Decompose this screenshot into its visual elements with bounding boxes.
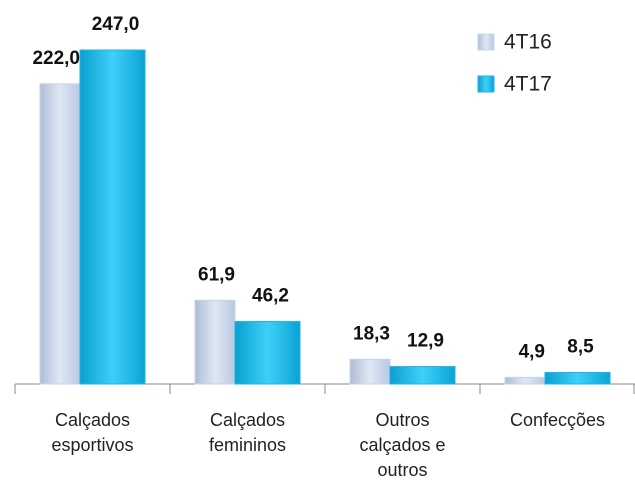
value-label: 4,9 [519, 341, 545, 362]
value-label: 46,2 [252, 286, 289, 307]
bar [389, 366, 456, 385]
x-tick-label: Calçados esportivos [51, 410, 134, 455]
legend-swatch [477, 33, 495, 51]
bar [504, 376, 546, 385]
bar [39, 83, 81, 385]
x-tick-label: Confecções [509, 410, 606, 430]
value-label: 8,5 [567, 337, 594, 358]
legend-swatch [477, 75, 495, 93]
bar [544, 372, 611, 385]
x-tick-label: Calçados femininos [208, 410, 287, 455]
bar [194, 299, 236, 385]
legend-label: 4T17 [504, 73, 552, 96]
bar [79, 49, 146, 385]
value-label: 12,9 [407, 331, 444, 352]
value-label: 247,0 [92, 14, 140, 35]
value-label: 18,3 [353, 323, 390, 344]
bar [349, 358, 391, 385]
bar [234, 321, 301, 385]
legend-label: 4T16 [504, 31, 552, 54]
x-tick-label: Outros calçados e outros [359, 410, 446, 480]
value-label: 222,0 [32, 48, 80, 69]
value-label: 61,9 [198, 264, 235, 285]
